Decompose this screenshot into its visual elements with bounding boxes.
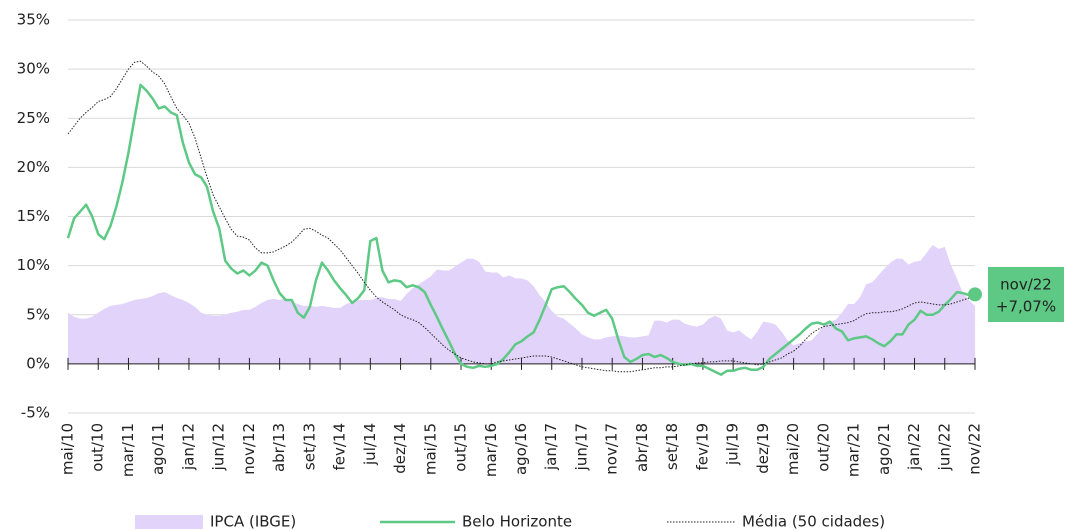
x-tick-label: jun/17 xyxy=(572,423,590,471)
y-tick-label: 5% xyxy=(26,305,50,323)
annotation-text: nov/22 xyxy=(1000,276,1052,294)
x-tick-label: abr/13 xyxy=(270,423,288,472)
y-tick-label: 0% xyxy=(26,354,50,372)
x-tick-label: out/15 xyxy=(452,423,470,472)
legend-swatch xyxy=(135,515,203,529)
x-tick-label: jun/12 xyxy=(210,423,228,471)
y-tick-label: 10% xyxy=(17,256,50,274)
x-tick-label: out/20 xyxy=(814,423,832,472)
x-tick-label: jun/22 xyxy=(935,423,953,471)
x-tick-label: ago/21 xyxy=(875,423,893,475)
line xyxy=(67,60,976,373)
x-tick-label: nov/12 xyxy=(240,423,258,475)
x-tick-label: fev/19 xyxy=(693,423,711,471)
y-tick-label: 20% xyxy=(17,158,50,176)
end-point xyxy=(968,287,982,302)
x-tick-label: mar/11 xyxy=(119,423,137,477)
x-tick-label: fev/14 xyxy=(331,423,349,471)
y-tick-label: 25% xyxy=(17,109,50,127)
x-tick-label: jul/14 xyxy=(361,423,379,466)
y-tick-label: 30% xyxy=(17,60,50,78)
area xyxy=(68,244,975,364)
x-tick-label: mar/16 xyxy=(482,423,500,477)
x-tick-label: dez/14 xyxy=(391,423,409,474)
x-tick-label: ago/16 xyxy=(512,423,530,475)
x-tick-label: set/18 xyxy=(663,423,681,470)
annotation-text: +7,07% xyxy=(996,298,1056,316)
annotation-box xyxy=(988,267,1064,322)
x-tick-label: jan/12 xyxy=(179,423,197,471)
x-tick-label: mai/15 xyxy=(421,423,439,475)
x-tick-label: nov/17 xyxy=(603,423,621,475)
legend-label: IPCA (IBGE) xyxy=(210,513,296,531)
y-tick-label: 35% xyxy=(17,11,50,29)
x-tick-label: ago/11 xyxy=(149,423,167,475)
x-tick-label: jan/17 xyxy=(542,423,560,471)
x-tick-label: out/10 xyxy=(89,423,107,472)
x-tick-label: nov/22 xyxy=(966,423,984,475)
x-tick-label: abr/18 xyxy=(633,423,651,472)
y-tick-label: -5% xyxy=(21,404,50,422)
x-tick-label: set/13 xyxy=(300,423,318,470)
x-tick-label: mar/21 xyxy=(845,423,863,477)
y-tick-label: 15% xyxy=(17,207,50,225)
legend-label: Média (50 cidades) xyxy=(742,513,885,531)
x-tick-label: mai/10 xyxy=(59,423,77,475)
x-tick-label: dez/19 xyxy=(754,423,772,474)
line xyxy=(66,83,976,376)
x-tick-label: jul/19 xyxy=(724,423,742,466)
legend-label: Belo Horizonte xyxy=(462,513,572,531)
x-tick-label: jan/22 xyxy=(905,423,923,471)
x-tick-label: mai/20 xyxy=(784,423,802,475)
